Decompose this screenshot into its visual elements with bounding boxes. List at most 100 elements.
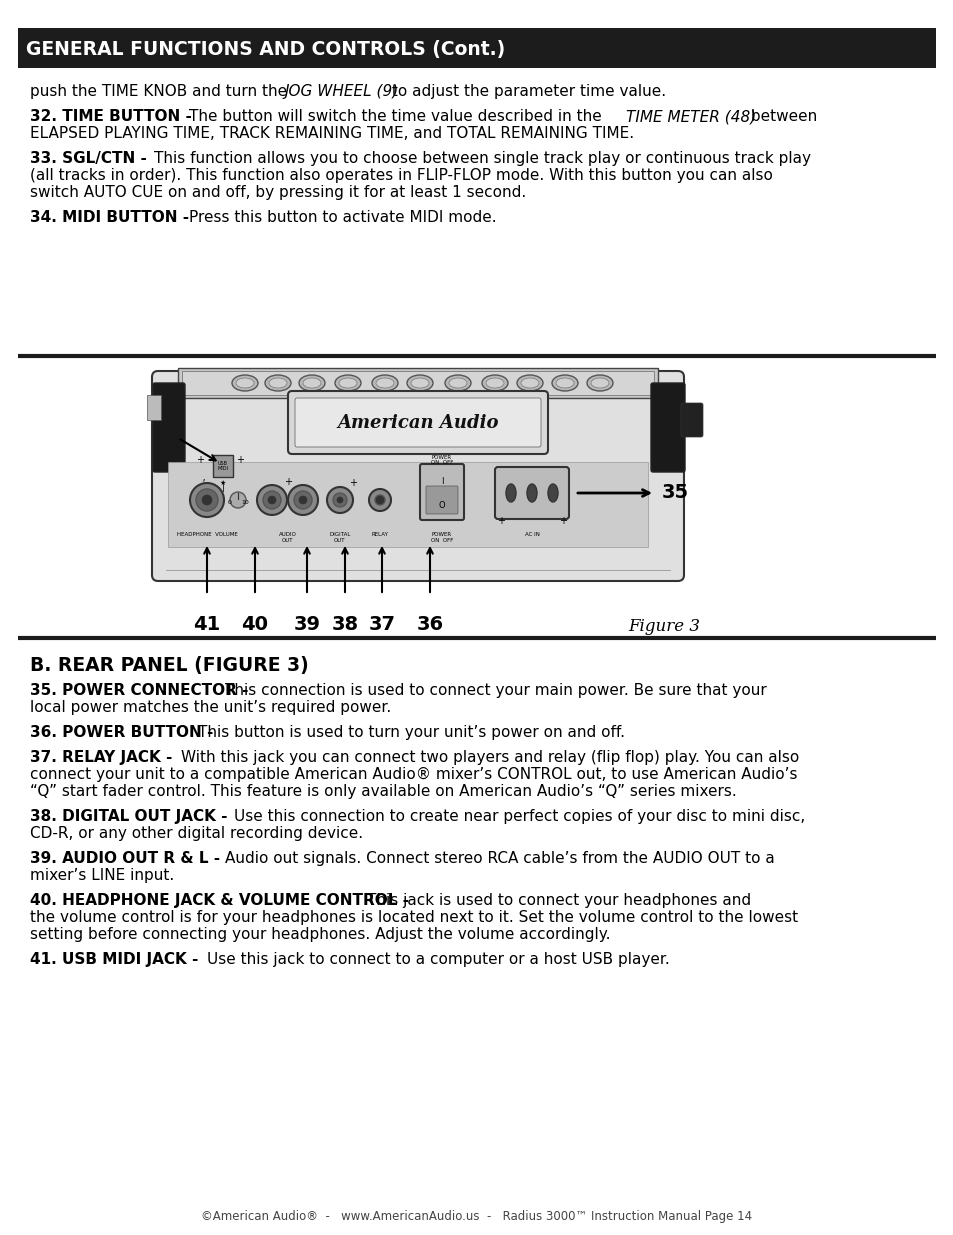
Text: JOG WHEEL (9): JOG WHEEL (9) [284, 84, 398, 99]
Text: 35. POWER CONNECTOR -: 35. POWER CONNECTOR - [30, 683, 253, 698]
Text: setting before connecting your headphones. Adjust the volume accordingly.: setting before connecting your headphone… [30, 927, 610, 942]
Circle shape [333, 493, 347, 508]
Bar [168, 462, 647, 547]
Ellipse shape [590, 378, 608, 388]
Bar [178, 368, 658, 398]
Text: local power matches the unit’s required power.: local power matches the unit’s required … [30, 700, 391, 715]
FancyBboxPatch shape [680, 403, 702, 437]
Ellipse shape [547, 484, 558, 501]
Text: 36: 36 [416, 615, 443, 634]
Text: This button is used to turn your unit’s power on and off.: This button is used to turn your unit’s … [198, 725, 625, 740]
Ellipse shape [298, 375, 325, 391]
Ellipse shape [505, 484, 516, 501]
Circle shape [294, 492, 312, 509]
Circle shape [336, 496, 343, 503]
Text: 39: 39 [294, 615, 320, 634]
Text: CD-R, or any other digital recording device.: CD-R, or any other digital recording dev… [30, 826, 363, 841]
FancyBboxPatch shape [650, 383, 684, 472]
Text: switch AUTO CUE on and off, by pressing it for at least 1 second.: switch AUTO CUE on and off, by pressing … [30, 185, 526, 200]
Ellipse shape [335, 375, 360, 391]
Bar [182, 370, 654, 395]
Ellipse shape [485, 378, 503, 388]
Bar [18, 28, 935, 68]
Circle shape [327, 487, 353, 513]
Text: With this jack you can connect two players and relay (flip flop) play. You can a: With this jack you can connect two playe… [180, 750, 798, 764]
Text: DIGITAL
OUT: DIGITAL OUT [329, 532, 351, 543]
Circle shape [190, 483, 224, 517]
Ellipse shape [372, 375, 397, 391]
Text: 32. TIME BUTTON -: 32. TIME BUTTON - [30, 109, 197, 124]
Text: Figure 3: Figure 3 [627, 618, 700, 635]
Circle shape [195, 489, 218, 511]
Text: 38. DIGITAL OUT JACK -: 38. DIGITAL OUT JACK - [30, 809, 233, 824]
Text: 33. SGL/CTN -: 33. SGL/CTN - [30, 151, 152, 165]
Circle shape [256, 485, 287, 515]
Text: Press this button to activate MIDI mode.: Press this button to activate MIDI mode. [190, 210, 497, 225]
Text: push the TIME KNOB and turn the: push the TIME KNOB and turn the [30, 84, 292, 99]
FancyBboxPatch shape [294, 398, 540, 447]
Ellipse shape [481, 375, 507, 391]
Ellipse shape [265, 375, 291, 391]
Circle shape [268, 496, 275, 504]
Ellipse shape [269, 378, 287, 388]
Ellipse shape [517, 375, 542, 391]
Text: USB
MIDI: USB MIDI [217, 461, 229, 472]
Text: Audio out signals. Connect stereo RCA cable’s from the AUDIO OUT to a: Audio out signals. Connect stereo RCA ca… [225, 851, 774, 866]
Text: 41. USB MIDI JACK -: 41. USB MIDI JACK - [30, 952, 203, 967]
Text: Use this jack to connect to a computer or a host USB player.: Use this jack to connect to a computer o… [207, 952, 669, 967]
Text: +: + [558, 516, 566, 526]
FancyBboxPatch shape [152, 370, 683, 580]
Text: American Audio: American Audio [337, 415, 498, 432]
Circle shape [369, 489, 391, 511]
Text: The button will switch the time value described in the: The button will switch the time value de… [190, 109, 606, 124]
Text: |: | [221, 483, 224, 492]
Text: +: + [349, 478, 356, 488]
Bar [147, 395, 161, 420]
Circle shape [288, 485, 317, 515]
Ellipse shape [526, 484, 537, 501]
Text: +: + [195, 454, 204, 466]
Ellipse shape [411, 378, 429, 388]
Text: (all tracks in order). This function also operates in FLIP-FLOP mode. With this : (all tracks in order). This function als… [30, 168, 772, 183]
Text: the volume control is for your headphones is located next to it. Set the volume : the volume control is for your headphone… [30, 910, 798, 925]
FancyBboxPatch shape [288, 391, 547, 454]
Bar [213, 454, 233, 477]
Text: Use this connection to create near perfect copies of your disc to mini disc,: Use this connection to create near perfe… [233, 809, 804, 824]
Ellipse shape [407, 375, 433, 391]
Text: AUDIO
OUT: AUDIO OUT [279, 532, 296, 543]
Text: POWER: POWER [432, 454, 452, 459]
Text: AC IN: AC IN [524, 532, 538, 537]
Ellipse shape [232, 375, 257, 391]
Text: 39. AUDIO OUT R & L -: 39. AUDIO OUT R & L - [30, 851, 225, 866]
Text: ON  OFF: ON OFF [431, 459, 453, 466]
Text: between: between [745, 109, 816, 124]
Circle shape [375, 495, 385, 505]
Text: This connection is used to connect your main power. Be sure that your: This connection is used to connect your … [225, 683, 766, 698]
Text: This function allows you to choose between single track play or continuous track: This function allows you to choose betwe… [153, 151, 810, 165]
Text: HEADPHONE  VOLUME: HEADPHONE VOLUME [176, 532, 237, 537]
Text: RELAY: RELAY [371, 532, 388, 537]
Text: 40. HEADPHONE JACK & VOLUME CONTROL -: 40. HEADPHONE JACK & VOLUME CONTROL - [30, 893, 414, 908]
Text: 36. POWER BUTTON -: 36. POWER BUTTON - [30, 725, 218, 740]
Text: B. REAR PANEL (FIGURE 3): B. REAR PANEL (FIGURE 3) [30, 656, 309, 676]
Text: ’: ’ [202, 478, 206, 490]
Ellipse shape [375, 378, 394, 388]
Text: TIME METER (48): TIME METER (48) [626, 109, 756, 124]
Circle shape [202, 495, 212, 505]
Text: 40: 40 [241, 615, 268, 634]
Ellipse shape [552, 375, 578, 391]
Text: 10: 10 [241, 500, 249, 505]
FancyBboxPatch shape [495, 467, 568, 519]
Text: connect your unit to a compatible American Audio® mixer’s CONTROL out, to use Am: connect your unit to a compatible Americ… [30, 767, 797, 782]
Ellipse shape [444, 375, 471, 391]
Circle shape [230, 492, 246, 508]
Text: 0: 0 [228, 500, 232, 505]
Text: This jack is used to connect your headphones and: This jack is used to connect your headph… [366, 893, 750, 908]
Circle shape [298, 496, 307, 504]
Text: 34. MIDI BUTTON -: 34. MIDI BUTTON - [30, 210, 194, 225]
Text: GENERAL FUNCTIONS AND CONTROLS (Cont.): GENERAL FUNCTIONS AND CONTROLS (Cont.) [26, 40, 505, 58]
Ellipse shape [235, 378, 253, 388]
Text: 37. RELAY JACK -: 37. RELAY JACK - [30, 750, 177, 764]
Text: I: I [440, 477, 443, 487]
Text: “Q” start fader control. This feature is only available on American Audio’s “Q” : “Q” start fader control. This feature is… [30, 784, 736, 799]
